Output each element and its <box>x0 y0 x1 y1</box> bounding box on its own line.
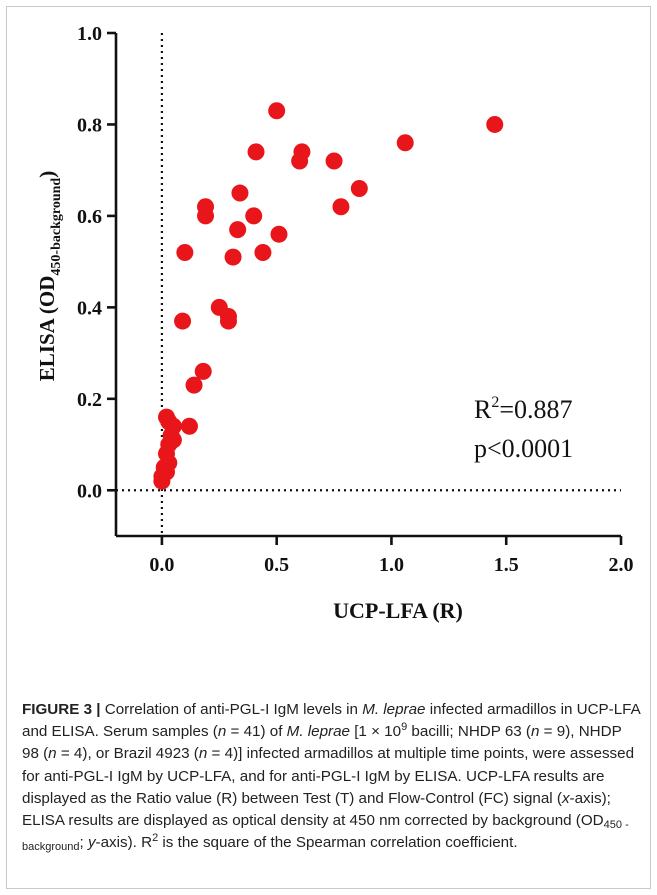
scatter-chart: 0.0 0.2 0.4 0.6 0.8 1.0 0.0 0.5 1.0 1.5 2.0 ELISA… <box>35 23 634 623</box>
caption-text-8: = 4)] infected armadillos at multiple ti… <box>22 745 635 807</box>
data-point <box>176 243 194 261</box>
caption-n-1: n <box>217 723 227 741</box>
data-point <box>185 376 203 394</box>
data-point <box>231 184 249 202</box>
caption-text-9: -axis); ELISA results are displayed as o… <box>22 789 611 830</box>
caption-text-1: Correlation of anti-PGL-I IgM levels in <box>100 701 363 718</box>
x-tick-label: 0.0 <box>149 554 174 576</box>
caption-text-5: bacilli; NHDP 63 ( <box>407 723 531 741</box>
data-points <box>153 102 504 490</box>
data-point <box>197 207 215 225</box>
data-point <box>245 207 263 225</box>
y-axis-label: ELISA (OD450-background) <box>35 171 64 381</box>
caption-text-2: infected armadillos in UCP-LFA and ELISA… <box>22 701 640 741</box>
data-point <box>164 431 182 449</box>
data-point <box>350 179 368 197</box>
caption-text-7: = 4), or Brazil 4923 ( <box>56 745 199 763</box>
caption-n-4: n <box>198 745 208 763</box>
figure-label: FIGURE 3 | <box>22 701 101 718</box>
x-tick-label: 2.0 <box>609 554 634 576</box>
caption-x-axis: x <box>561 789 570 807</box>
data-point <box>247 143 265 161</box>
data-point <box>229 221 247 239</box>
data-point <box>486 115 504 133</box>
y-axis-label-close: ) <box>35 171 59 178</box>
x-tick-label: 1.5 <box>494 554 519 576</box>
caption-sub: 450 - background <box>22 819 629 854</box>
p-value-annotation: p<0.0001 <box>474 434 573 463</box>
r2-base: R <box>474 395 492 424</box>
caption-n-2: n <box>531 723 540 741</box>
data-point <box>164 417 182 435</box>
data-point <box>219 312 237 330</box>
data-point <box>332 198 350 216</box>
data-point <box>268 102 286 120</box>
data-point <box>254 243 272 261</box>
y-axis: 0.0 0.2 0.4 0.6 0.8 1.0 <box>77 23 118 536</box>
caption-n-3: n <box>48 745 57 763</box>
caption-sup-9: 9 <box>401 721 408 734</box>
r2-value: =0.887 <box>499 395 572 424</box>
figure-caption: FIGURE 3 | Correlation of anti-PGL-I IgM… <box>22 699 642 854</box>
data-point <box>293 143 311 161</box>
data-point <box>174 312 192 330</box>
y-axis-label-sub: 450-background <box>49 178 64 276</box>
caption-species-2: M. leprae <box>286 723 350 741</box>
y-tick-label: 0.0 <box>77 480 102 502</box>
x-tick-label: 0.5 <box>264 554 289 576</box>
data-point <box>270 225 288 243</box>
r2-annotation: R2=0.887 <box>474 394 573 424</box>
caption-sup-2: 2 <box>152 832 159 845</box>
caption-text-4: [1 × 10 <box>349 723 402 741</box>
y-tick-label: 0.8 <box>77 114 102 136</box>
figure-frame <box>6 6 651 889</box>
caption-species-1: M. leprae <box>362 701 426 718</box>
data-point <box>224 248 242 266</box>
caption-text-11: -axis). R <box>95 834 153 852</box>
caption-y-axis: y <box>87 834 96 852</box>
caption-text-12: is the square of the Spearman correlatio… <box>158 834 518 852</box>
data-point <box>325 152 343 170</box>
data-point <box>180 417 198 435</box>
data-point <box>194 362 212 380</box>
y-tick-label: 1.0 <box>77 23 102 45</box>
data-point <box>396 134 414 152</box>
caption-text-10: ; <box>79 834 88 852</box>
y-tick-label: 0.6 <box>77 206 102 228</box>
x-axis: 0.0 0.5 1.0 1.5 2.0 <box>116 534 634 576</box>
y-tick-label: 0.4 <box>77 297 102 319</box>
y-tick-label: 0.2 <box>77 389 102 411</box>
r2-sup: 2 <box>491 394 499 411</box>
x-axis-label: UCP-LFA (R) <box>333 598 463 623</box>
caption-text-6: = 9), NHDP 98 ( <box>22 723 622 763</box>
x-tick-label: 1.0 <box>379 554 404 576</box>
y-axis-label-main: ELISA (OD <box>35 276 59 382</box>
reference-lines <box>116 33 621 536</box>
caption-text-3: = 41) of <box>226 723 287 741</box>
